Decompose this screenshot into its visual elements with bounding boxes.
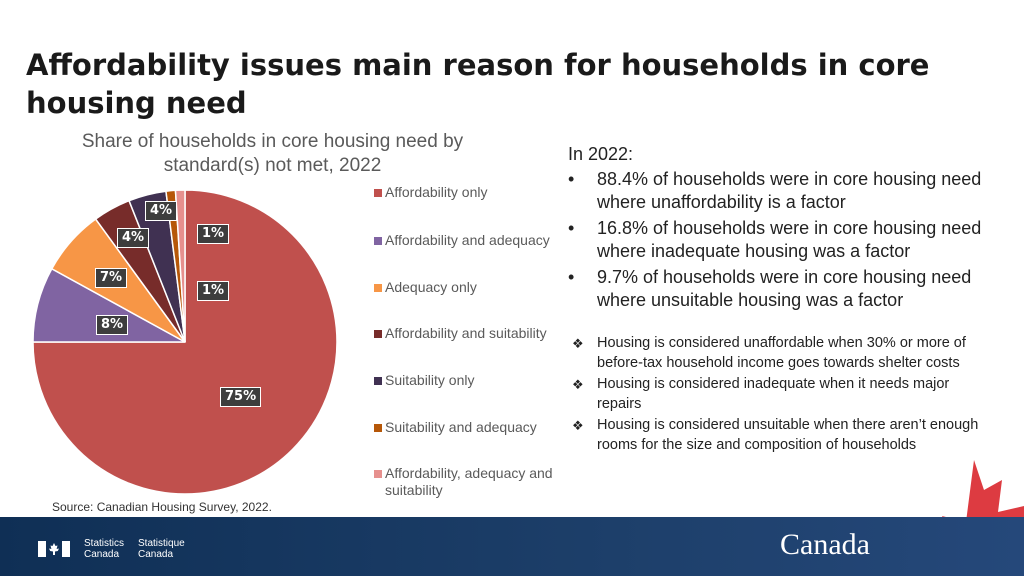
- legend-item: Affordability and suitability: [374, 325, 554, 342]
- summary-bullet-text: 88.4% of households were in core housing…: [597, 169, 982, 212]
- legend-label: Adequacy only: [385, 279, 477, 295]
- legend-item: Suitability and adequacy: [374, 419, 554, 436]
- org-name-english-line: Canada: [84, 549, 120, 560]
- legend-swatch: [374, 237, 382, 245]
- org-name-french-line: Canada: [138, 549, 174, 560]
- canada-wordmark: Canada: [780, 528, 870, 561]
- legend-swatch: [374, 189, 382, 197]
- legend-label: Affordability, adequacy and suitability: [385, 465, 553, 498]
- summary-bullet: • 88.4% of households were in core housin…: [568, 168, 988, 214]
- legend-swatch: [374, 424, 382, 432]
- diamond-bullet-icon: ❖: [572, 336, 584, 351]
- definition-note-text: Housing is considered unaffordable when …: [597, 335, 966, 371]
- diamond-bullet-icon: ❖: [572, 377, 584, 392]
- footer-bar: Statistics Canada Statistique Canada Can…: [0, 517, 1024, 576]
- pie-data-label: 7%: [95, 268, 128, 288]
- summary-bullets: • 88.4% of households were in core housin…: [568, 168, 988, 312]
- legend-label: Suitability only: [385, 372, 475, 388]
- legend-label: Affordability and adequacy: [385, 232, 550, 248]
- pie-slice: [32, 189, 338, 495]
- pie-data-label: 4%: [145, 201, 178, 221]
- definition-note: ❖ Housing is considered unsuitable when t…: [568, 416, 988, 455]
- bullet-icon: •: [568, 218, 575, 238]
- legend-item: Adequacy only: [374, 279, 554, 296]
- legend-swatch: [374, 470, 382, 478]
- summary-bullet-text: 16.8% of households were in core housing…: [597, 218, 982, 261]
- bullet-icon: •: [568, 169, 575, 189]
- diamond-bullet-icon: ❖: [572, 418, 584, 433]
- summary-bullet-text: 9.7% of households were in core housing …: [597, 267, 972, 310]
- org-name-english-line: Statistics: [84, 538, 125, 549]
- org-name-french-line: Statistique: [138, 538, 185, 549]
- legend-swatch: [374, 377, 382, 385]
- pie-data-label: 8%: [96, 315, 129, 335]
- legend-label: Affordability and suitability: [385, 325, 547, 341]
- pie-data-label: 1%: [197, 281, 230, 301]
- pie-data-label: 75%: [220, 387, 262, 407]
- definition-note-text: Housing is considered unsuitable when th…: [597, 417, 979, 453]
- bullet-icon: •: [568, 267, 575, 287]
- page-title: Affordability issues main reason for hou…: [26, 48, 930, 120]
- source-note: Source: Canadian Housing Survey, 2022.: [52, 500, 272, 514]
- legend-swatch: [374, 330, 382, 338]
- definition-note: ❖ Housing is considered inadequate when i…: [568, 375, 988, 414]
- pie-slice: [174, 189, 186, 343]
- definition-note-text: Housing is considered inadequate when it…: [597, 376, 950, 412]
- legend-item: Affordability and adequacy: [374, 232, 554, 249]
- org-name-english: Statistics Canada: [84, 538, 124, 560]
- chart-title: Share of households in core housing need…: [81, 131, 464, 176]
- legend-item: Affordability only: [374, 184, 554, 201]
- canada-flag-icon: [38, 541, 70, 557]
- org-name-french: Statistique Canada: [138, 538, 185, 560]
- summary-panel: In 2022: • 88.4% of households were in co…: [568, 142, 988, 457]
- summary-intro: In 2022:: [568, 144, 634, 164]
- pie-data-label: 4%: [117, 228, 150, 248]
- summary-bullet: • 9.7% of households were in core housing…: [568, 266, 988, 312]
- legend-swatch: [374, 284, 382, 292]
- summary-bullet: • 16.8% of households were in core housin…: [568, 217, 988, 263]
- legend-item: Suitability only: [374, 372, 554, 389]
- definition-note: ❖ Housing is considered unaffordable when…: [568, 334, 988, 373]
- pie-data-label: 1%: [197, 224, 230, 244]
- legend-item: Affordability, adequacy and suitability: [374, 465, 554, 499]
- legend-label: Suitability and adequacy: [385, 419, 537, 435]
- legend-label: Affordability only: [385, 184, 488, 200]
- definition-notes: ❖ Housing is considered unaffordable when…: [568, 334, 988, 455]
